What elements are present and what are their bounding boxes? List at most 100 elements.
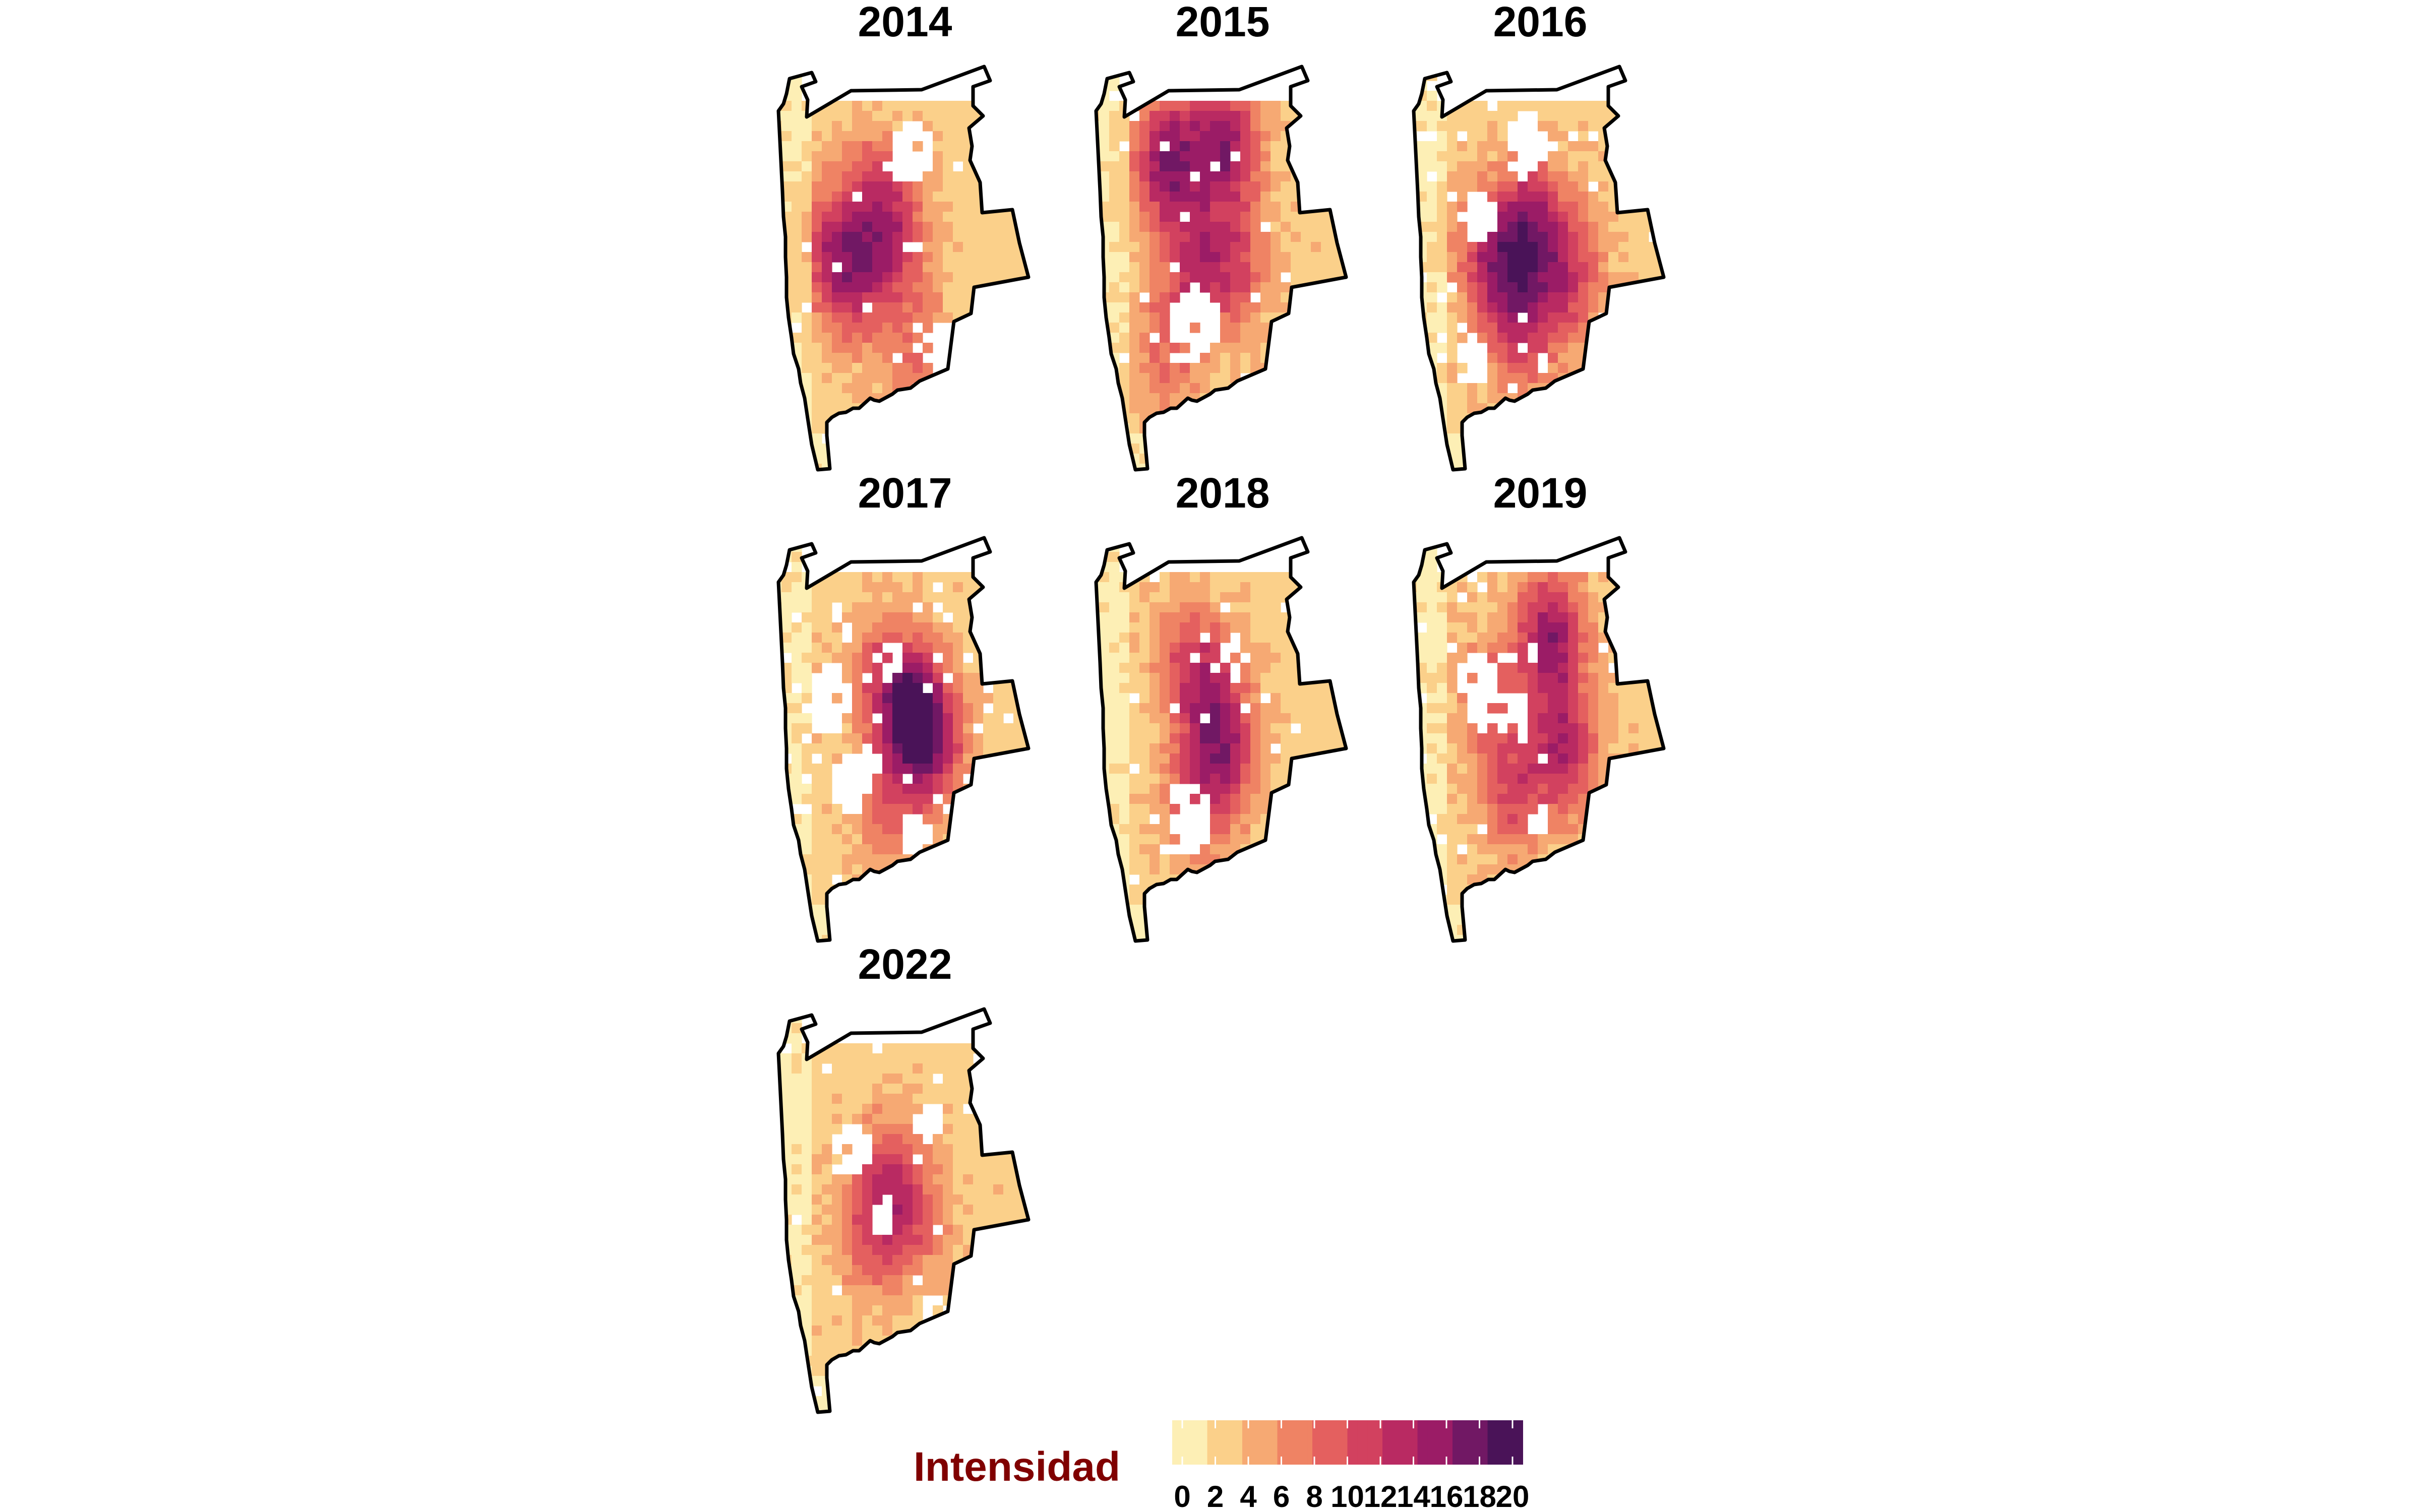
- density-cell: [812, 1295, 822, 1306]
- density-cell: [1281, 743, 1291, 754]
- density-cell: [802, 683, 812, 694]
- density-cell: [1457, 874, 1468, 885]
- density-cell: [1099, 383, 1110, 394]
- density-cell: [933, 723, 943, 734]
- density-cell: [852, 1356, 863, 1366]
- density-cell: [902, 592, 913, 603]
- density-cell: [1558, 794, 1568, 804]
- density-cell: [1023, 282, 1028, 293]
- density-cell: [842, 1245, 853, 1255]
- density-cell: [1230, 794, 1241, 804]
- density-cell: [1109, 262, 1120, 273]
- density-cell: [1568, 323, 1579, 333]
- density-cell: [1507, 151, 1518, 162]
- density-cell: [822, 854, 832, 865]
- density-cell: [1588, 703, 1599, 714]
- density-cell: [1414, 91, 1417, 101]
- density-cell: [1119, 323, 1130, 333]
- density-cell: [1260, 151, 1271, 162]
- density-cell: [1119, 121, 1130, 132]
- density-cell: [1139, 222, 1150, 232]
- density-cell: [882, 1154, 893, 1165]
- density-cell: [1180, 612, 1190, 623]
- density-cell: [1548, 242, 1558, 253]
- density-cell: [1109, 161, 1120, 172]
- density-cell: [1109, 292, 1120, 303]
- density-cell: [1497, 784, 1508, 794]
- density-cell: [1558, 192, 1568, 202]
- density-cell: [1528, 774, 1538, 784]
- density-cell: [902, 1104, 913, 1114]
- density-cell: [1528, 272, 1538, 283]
- density-cell: [1210, 403, 1221, 414]
- density-cell: [882, 1094, 893, 1104]
- density-cell: [1139, 192, 1150, 202]
- density-cell: [1260, 764, 1271, 774]
- density-cell: [1109, 282, 1120, 293]
- density-cell: [953, 1043, 963, 1054]
- density-cell: [1013, 1225, 1024, 1235]
- density-cell: [1608, 232, 1619, 242]
- density-cell: [1170, 121, 1180, 132]
- density-cell: [1160, 683, 1170, 694]
- density-cell: [943, 111, 953, 121]
- density-cell: [1109, 222, 1120, 232]
- density-cell: [1023, 683, 1028, 694]
- density-cell: [973, 622, 984, 633]
- density-cell: [1096, 653, 1100, 663]
- legend-color-step: [1397, 1420, 1401, 1465]
- density-cell: [1200, 764, 1211, 774]
- density-cell: [778, 653, 782, 663]
- legend-color-step: [1492, 1420, 1496, 1465]
- density-cell: [1467, 282, 1478, 293]
- density-cell: [778, 1235, 782, 1245]
- density-cell: [1089, 474, 1100, 484]
- density-cell: [1119, 252, 1130, 263]
- density-cell: [892, 622, 903, 633]
- density-cell: [832, 814, 842, 825]
- density-cell: [943, 1164, 953, 1175]
- density-cell: [1548, 693, 1558, 704]
- density-cell: [1150, 141, 1160, 152]
- density-cell: [953, 1215, 963, 1225]
- density-cell: [973, 774, 984, 784]
- density-cell: [1427, 454, 1437, 464]
- legend-color-step: [1202, 1420, 1205, 1465]
- density-cell: [1096, 282, 1100, 293]
- density-cell: [1200, 743, 1211, 754]
- density-cell: [1210, 834, 1221, 845]
- density-cell: [1639, 723, 1649, 734]
- density-cell: [1487, 764, 1498, 774]
- density-cell: [1170, 141, 1180, 152]
- density-cell: [973, 262, 984, 273]
- density-cell: [1220, 161, 1231, 172]
- density-cell: [852, 713, 863, 724]
- density-cell: [822, 161, 832, 172]
- density-cell: [902, 343, 913, 353]
- density-cell: [832, 1053, 842, 1064]
- density-cell: [1467, 272, 1478, 283]
- density-cell: [1281, 703, 1291, 714]
- density-cell: [993, 683, 1004, 694]
- density-cell: [973, 1084, 984, 1094]
- density-cell: [1568, 693, 1579, 704]
- density-cell: [1270, 181, 1281, 192]
- density-cell: [1427, 764, 1437, 774]
- density-cell: [1457, 363, 1468, 373]
- density-cell: [1588, 101, 1599, 111]
- density-cell: [1270, 151, 1281, 162]
- density-cell: [882, 333, 893, 343]
- density-cell: [953, 101, 963, 111]
- density-cell: [1659, 703, 1664, 714]
- density-cell: [842, 1194, 853, 1205]
- density-cell: [1518, 252, 1528, 263]
- density-cell: [862, 1326, 873, 1336]
- density-cell: [1250, 784, 1261, 794]
- density-cell: [1260, 111, 1271, 121]
- density-cell: [1260, 242, 1271, 253]
- density-cell: [892, 1255, 903, 1266]
- density-cell: [882, 1315, 893, 1326]
- density-cell: [983, 743, 994, 754]
- density-cell: [862, 1275, 873, 1286]
- density-cell: [1230, 764, 1241, 774]
